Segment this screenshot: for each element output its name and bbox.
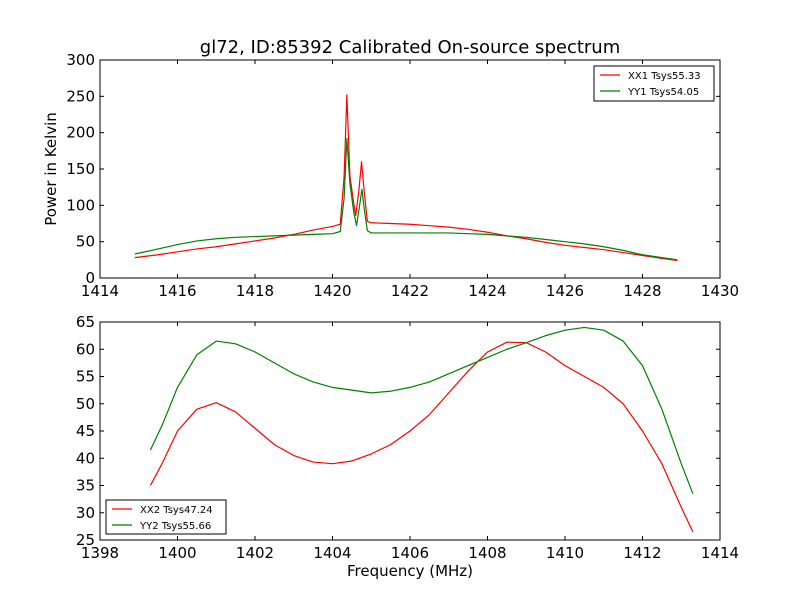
top-y-axis-label: Power in Kelvin [42, 112, 60, 226]
bottom-x-tick-label: 1414 [701, 544, 739, 562]
figure-title: gl72, ID:85392 Calibrated On-source spec… [200, 37, 620, 58]
bottom-y-tick-label: 45 [76, 422, 95, 440]
top-legend-label-2: YY1 Tsys54.05 [627, 87, 699, 98]
top-x-tick-label: 1424 [468, 282, 506, 300]
bottom-x-tick-label: 1402 [236, 544, 274, 562]
bottom-x-tick-label: 1412 [623, 544, 661, 562]
bottom-legend-label-1: XX2 Tsys47.24 [140, 505, 213, 516]
top-y-tick-label: 200 [66, 124, 95, 142]
bottom-y-tick-label: 40 [76, 449, 95, 467]
top-legend-label-1: XX1 Tsys55.33 [628, 71, 701, 82]
top-legend-box [593, 65, 715, 102]
top-y-tick-label: 300 [66, 51, 95, 69]
bottom-legend-label-2: YY2 Tsys55.66 [139, 521, 211, 532]
top-series-line-2 [134, 137, 678, 261]
bottom-legend-box [105, 499, 227, 535]
top-x-tick-label: 1420 [313, 282, 351, 300]
top-y-tick-label: 100 [66, 196, 95, 214]
top-x-tick-label: 1416 [158, 282, 196, 300]
bottom-y-tick-label: 35 [76, 477, 95, 495]
top-x-tick-label: 1418 [236, 282, 274, 300]
bottom-series-line-1 [149, 341, 694, 533]
top-series-line-1 [134, 94, 678, 262]
bottom-y-tick-label: 60 [76, 340, 95, 358]
bottom-y-tick-label: 30 [76, 504, 95, 522]
top-y-tick-label: 0 [85, 269, 95, 287]
top-y-tick-label: 250 [66, 87, 95, 105]
top-x-tick-label: 1422 [391, 282, 429, 300]
top-x-tick-label: 1428 [623, 282, 661, 300]
top-y-tick-label: 50 [76, 233, 95, 251]
bottom-series-line-2 [149, 326, 694, 494]
top-x-tick-label: 1426 [546, 282, 584, 300]
bottom-y-tick-label: 55 [76, 368, 95, 386]
bottom-x-tick-label: 1398 [81, 544, 119, 562]
top-x-tick-label: 1414 [81, 282, 119, 300]
bottom-x-tick-label: 1404 [313, 544, 351, 562]
bottom-y-tick-label: 65 [76, 313, 95, 331]
bottom-y-tick-label: 50 [76, 395, 95, 413]
bottom-x-axis-label: Frequency (MHz) [347, 562, 473, 580]
top-x-tick-label: 1430 [701, 282, 739, 300]
bottom-chart-panel: 1398 1400 1402 1404 1406 1408 1410 1412 1414 25 30… [76, 313, 739, 580]
top-y-tick-label: 150 [66, 160, 95, 178]
top-chart-panel: 1414 1416 1418 1420 1422 1424 1426 1428 1430 0 50 1… [42, 51, 739, 300]
bottom-x-tick-label: 1400 [158, 544, 196, 562]
bottom-x-tick-label: 1408 [468, 544, 506, 562]
bottom-x-tick-label: 1410 [546, 544, 584, 562]
bottom-y-tick-label: 25 [76, 531, 95, 549]
bottom-x-tick-label: 1406 [391, 544, 429, 562]
